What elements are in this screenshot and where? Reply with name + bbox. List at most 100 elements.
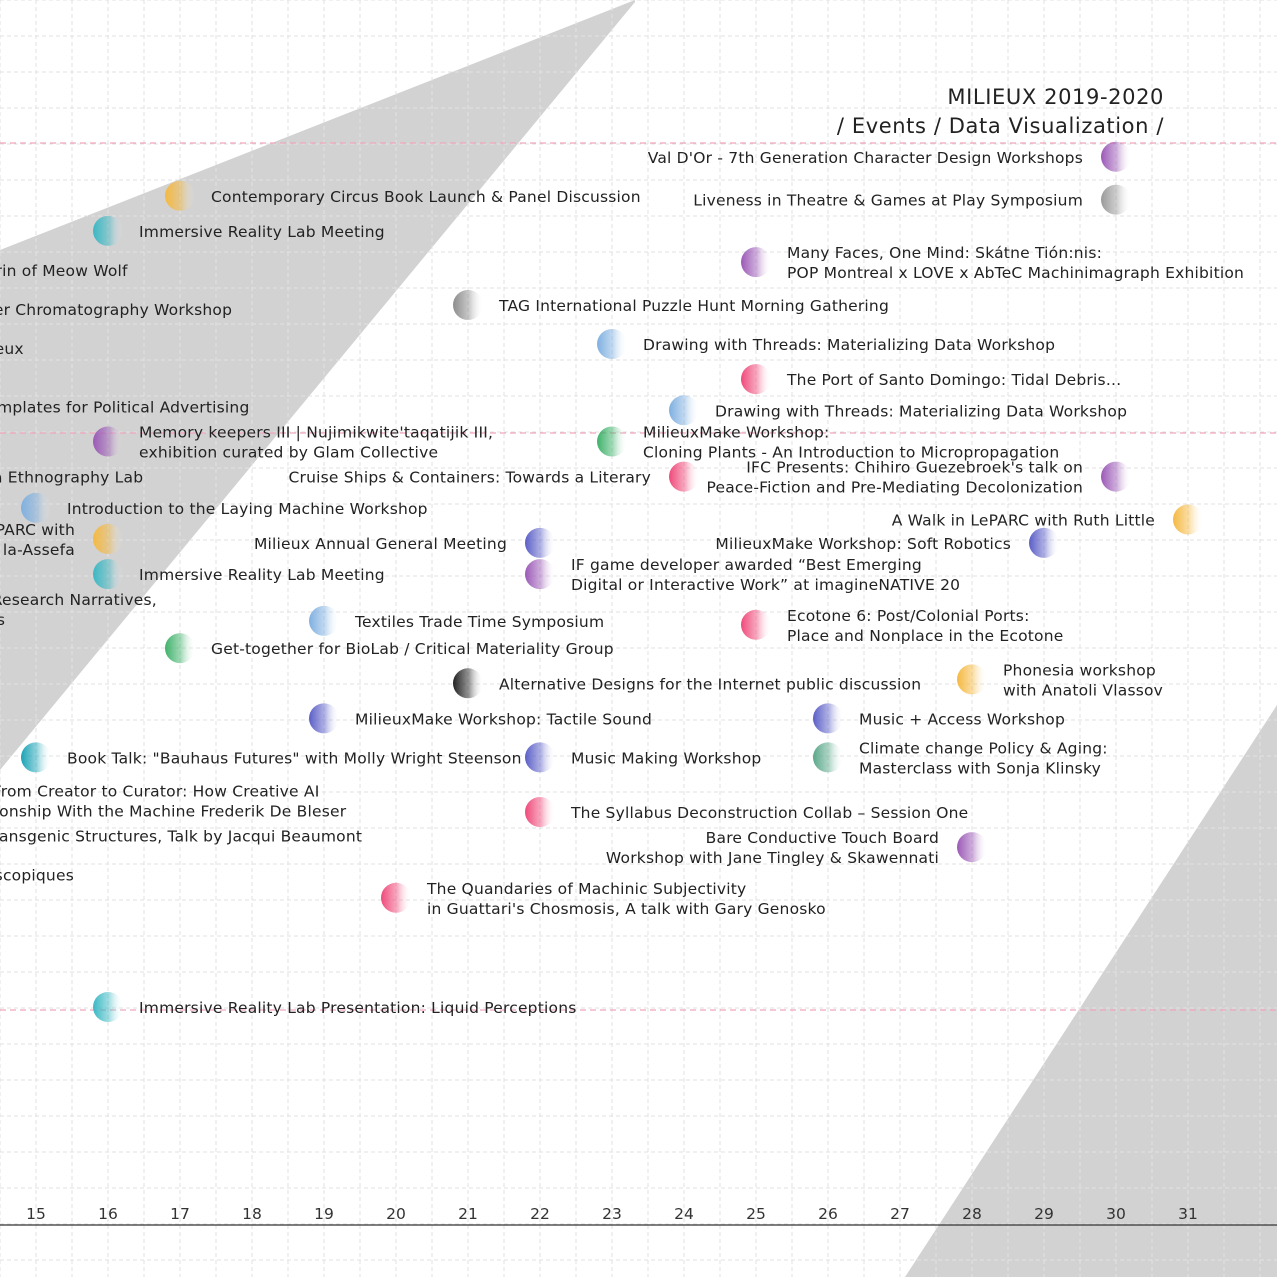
event-marker[interactable] xyxy=(813,742,843,773)
event-marker[interactable] xyxy=(93,426,123,457)
event-item[interactable]: Concordia Ethnography Lab xyxy=(0,462,143,492)
event-item[interactable]: Q for Milieux xyxy=(0,333,24,363)
event-item[interactable]: Drawing with Threads: Materializing Data… xyxy=(669,395,1127,426)
event-marker[interactable] xyxy=(309,703,339,734)
event-item[interactable]: Immersive Reality Lab Meeting xyxy=(93,215,385,246)
event-marker[interactable] xyxy=(669,461,699,492)
event-marker[interactable] xyxy=(597,329,627,359)
event-label: MilieuxMake Workshop: Soft Robotics xyxy=(715,535,1011,553)
event-label: Bare Conductive Touch Board xyxy=(706,829,939,847)
event-item[interactable]: IFC Presents: Chihiro Guezebroek's talk … xyxy=(707,459,1132,497)
event-item[interactable]: MilieuxMake Workshop: Tactile Sound xyxy=(309,703,652,734)
bg-wedge-bottom-right xyxy=(905,705,1277,1277)
event-marker[interactable] xyxy=(741,247,771,278)
event-marker[interactable] xyxy=(1101,184,1131,215)
event-item[interactable]: Milieux Annual General Meeting xyxy=(254,527,555,558)
event-marker[interactable] xyxy=(741,609,771,640)
event-item[interactable]: MilieuxMake Workshop: Soft Robotics xyxy=(715,527,1059,558)
event-item[interactable]: tions on Research Narratives, tal Spaces xyxy=(0,591,157,629)
event-marker[interactable] xyxy=(453,290,483,320)
event-item[interactable]: Drawing with Threads: Materializing Data… xyxy=(597,329,1055,359)
event-marker[interactable] xyxy=(309,605,339,636)
event-item[interactable]: ive Talk: From Creator to Curator: How C… xyxy=(0,782,347,820)
event-label: IFC Presents: Chihiro Guezebroek's talk … xyxy=(746,459,1083,477)
event-label: Ecotone 6: Post/Colonial Ports: xyxy=(787,607,1030,625)
event-marker[interactable] xyxy=(453,668,483,699)
event-marker[interactable] xyxy=(525,742,555,773)
event-item[interactable]: s Kaléidoscopiques xyxy=(0,859,74,889)
event-item[interactable]: TAG International Puzzle Hunt Morning Ga… xyxy=(453,290,889,320)
event-item[interactable]: Val D'Or - 7th Generation Character Desi… xyxy=(648,141,1131,172)
event-item[interactable]: Phonesia workshop with Anatoli Vlassov xyxy=(957,661,1163,699)
x-tick-label: 21 xyxy=(458,1205,478,1223)
event-item[interactable]: Many Faces, One Mind: Skátne Tión:nis: PO… xyxy=(741,244,1244,282)
event-item[interactable]: on & Paper Chromatography Workshop xyxy=(0,294,232,324)
event-item[interactable]: Climate change Policy & Aging: Masterclas… xyxy=(813,739,1108,777)
event-marker[interactable] xyxy=(525,559,555,590)
event-item[interactable]: Book Talk: "Bauhaus Futures" with Molly … xyxy=(21,742,522,773)
event-label: Many Faces, One Mind: Skátne Tión:nis: xyxy=(787,244,1102,262)
event-item[interactable]: Contemporary Circus Book Launch & Panel … xyxy=(165,180,641,211)
event-item[interactable]: A Walk in LePARC with Ruth Little xyxy=(892,504,1203,535)
x-tick-label: 25 xyxy=(746,1205,766,1223)
events: Val D'Or - 7th Generation Character Desi… xyxy=(0,141,1244,1022)
event-item[interactable]: Memory keepers III | Nujimikwite'taqatij… xyxy=(93,424,493,462)
event-marker[interactable] xyxy=(741,364,771,395)
event-item[interactable]: IF game developer awarded “Best Emerging… xyxy=(525,556,960,594)
event-label: A Walk in LePARC with Ruth Little xyxy=(892,512,1155,530)
event-marker[interactable] xyxy=(525,797,555,827)
event-item[interactable]: owards Transgenic Structures, Talk by Ja… xyxy=(0,820,362,850)
event-label: on & Paper Chromatography Workshop xyxy=(0,301,232,319)
event-item[interactable]: Immersive Reality Lab Meeting xyxy=(93,559,385,590)
event-item[interactable]: Liveness in Theatre & Games at Play Symp… xyxy=(693,184,1131,215)
event-label: The Syllabus Deconstruction Collab – Ses… xyxy=(570,804,968,822)
event-marker[interactable] xyxy=(813,703,843,734)
event-item[interactable]: Introduction to the Laying Machine Works… xyxy=(21,492,428,523)
event-item[interactable]: MilieuxMake Workshop: Cloning Plants - An… xyxy=(597,424,1059,462)
event-marker[interactable] xyxy=(93,992,123,1022)
event-item[interactable]: Ecotone 6: Post/Colonial Ports: Place and… xyxy=(741,607,1064,645)
event-item[interactable]: Textiles Trade Time Symposium xyxy=(309,605,604,636)
event-label: Concordia Ethnography Lab xyxy=(0,469,143,487)
event-marker[interactable] xyxy=(93,215,123,246)
event-marker[interactable] xyxy=(1173,504,1203,535)
event-marker[interactable] xyxy=(957,832,987,863)
event-label: MilieuxMake Workshop: xyxy=(643,424,829,442)
event-marker[interactable] xyxy=(1101,141,1131,172)
event-marker[interactable] xyxy=(597,426,627,457)
event-item[interactable]: Music Making Workshop xyxy=(525,742,761,773)
event-marker[interactable] xyxy=(165,633,195,664)
event-marker[interactable] xyxy=(165,180,195,211)
event-label: Music + Access Workshop xyxy=(859,710,1065,728)
x-tick-label: 31 xyxy=(1178,1205,1198,1223)
event-label: Book Talk: "Bauhaus Futures" with Molly … xyxy=(67,749,522,767)
x-tick-label: 27 xyxy=(890,1205,910,1223)
event-label: lers as Templates for Political Advertis… xyxy=(0,398,250,416)
event-item[interactable]: : Sarah Brin of Meow Wolf xyxy=(0,255,128,285)
event-marker[interactable] xyxy=(93,524,123,554)
event-marker[interactable] xyxy=(525,527,555,558)
event-marker[interactable] xyxy=(957,664,987,695)
event-item[interactable]: The Port of Santo Domingo: Tidal Debris… xyxy=(741,364,1121,395)
event-item[interactable]: lers as Templates for Political Advertis… xyxy=(0,391,250,421)
event-item[interactable]: The Syllabus Deconstruction Collab – Ses… xyxy=(525,797,968,827)
event-item[interactable]: Cruise Ships & Containers: Towards a Lit… xyxy=(289,461,700,492)
event-item[interactable]: Music + Access Workshop xyxy=(813,703,1065,734)
event-marker[interactable] xyxy=(381,882,411,913)
event-label: : Sarah Brin of Meow Wolf xyxy=(0,262,128,280)
event-label: ive Talk: From Creator to Curator: How C… xyxy=(0,782,320,800)
event-item[interactable]: Bare Conductive Touch Board Workshop with… xyxy=(606,829,987,867)
event-label: Memory keepers III | Nujimikwite'taqatij… xyxy=(139,424,493,442)
event-marker[interactable] xyxy=(21,742,51,773)
event-item[interactable]: PARC with la-Assefa xyxy=(0,521,123,559)
event-item[interactable]: Immersive Reality Lab Presentation: Liqu… xyxy=(93,992,577,1022)
event-item[interactable]: Alternative Designs for the Internet pub… xyxy=(453,668,921,699)
event-marker[interactable] xyxy=(93,559,123,590)
event-marker[interactable] xyxy=(669,395,699,426)
event-marker[interactable] xyxy=(21,492,51,523)
event-item[interactable]: Get-together for BioLab / Critical Mater… xyxy=(165,633,614,664)
event-marker[interactable] xyxy=(1101,461,1131,492)
event-marker[interactable] xyxy=(1029,527,1059,558)
event-item[interactable]: The Quandaries of Machinic Subjectivity i… xyxy=(381,880,826,918)
